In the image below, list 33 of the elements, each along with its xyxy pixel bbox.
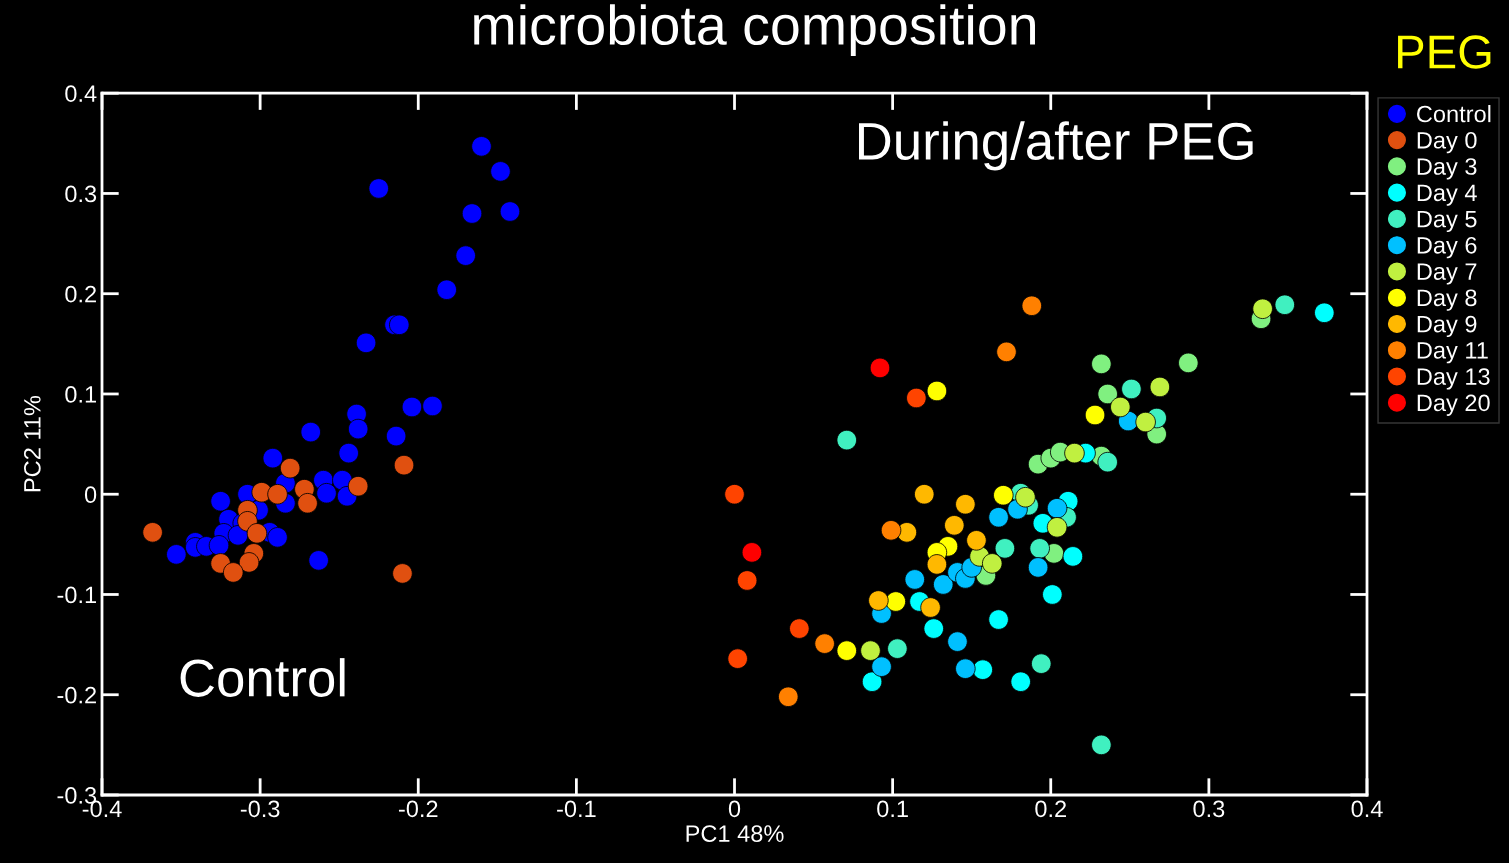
x-tick-label: 0 [728, 800, 741, 818]
y-tick-label: 0.4 [65, 85, 97, 102]
legend-label: Day 20 [1417, 394, 1490, 416]
x-tick-label: -0.3 [240, 800, 280, 818]
annotation: During/after PEG [859, 121, 1253, 171]
legend-label: Day 3 [1417, 158, 1477, 180]
y-tick-label: 0.2 [65, 285, 96, 303]
legend-label: Day 4 [1417, 184, 1477, 206]
legend-label: Control [1417, 105, 1491, 123]
legend-label: Day 11 [1417, 342, 1488, 364]
y-tick-label: -0.1 [57, 586, 96, 604]
y-tick-label: -0.2 [57, 686, 96, 704]
legend-label: Day 13 [1417, 368, 1490, 390]
x-tick-label: 0.4 [1351, 800, 1383, 818]
x-tick-label: -0.2 [398, 800, 438, 818]
y-tick-label: 0 [84, 486, 97, 504]
y-tick-label: 0.1 [65, 386, 96, 403]
annotation: Control [180, 658, 345, 697]
chart-title: microbiota composition [474, 4, 1035, 57]
legend-label: Day 6 [1417, 236, 1477, 259]
x-tick-label: -0.1 [557, 800, 596, 818]
legend-label: Day 8 [1417, 289, 1477, 311]
y-tick-label: 0.3 [65, 185, 97, 203]
legend-label: Day 5 [1417, 210, 1477, 233]
x-tick-label: 0.1 [877, 800, 908, 818]
y-axis-title: PC2 11% [23, 395, 41, 492]
text: PEG [1398, 35, 1491, 69]
x-axis-title: PC1 48% [686, 825, 784, 842]
legend-label: Day 7 [1417, 263, 1477, 285]
legend-label: Day 0 [1417, 131, 1477, 154]
legend-label: Day 9 [1417, 315, 1477, 338]
x-tick-label: 0.2 [1035, 800, 1066, 818]
x-tick-label: 0.3 [1193, 800, 1225, 818]
